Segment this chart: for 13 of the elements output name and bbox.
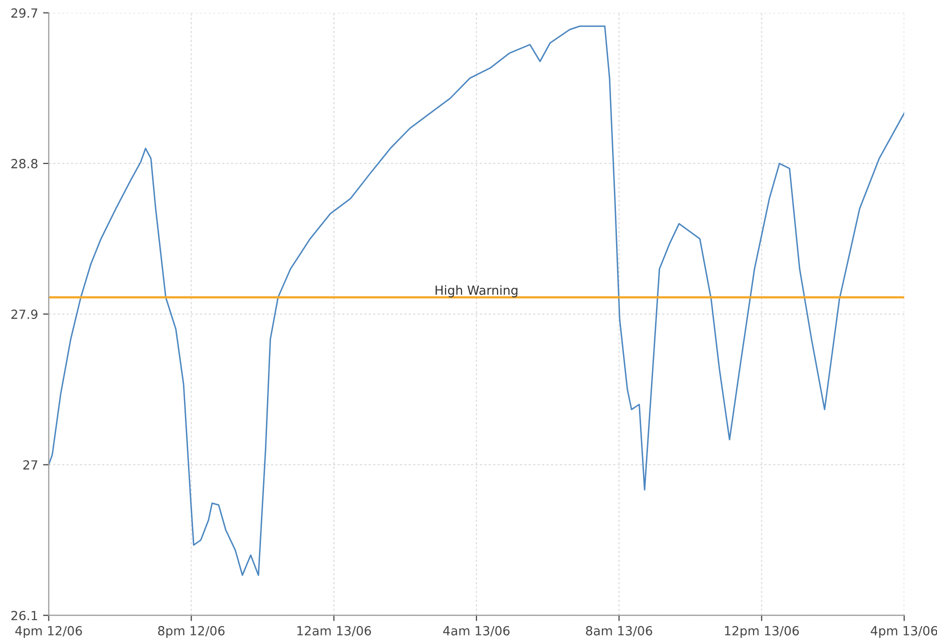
x-tick-label: 8am 13/06 — [586, 626, 652, 636]
y-tick-label: 27 — [23, 460, 38, 470]
x-tick-label: 4pm 13/06 — [870, 626, 937, 638]
x-tick-label: 12am 13/06 — [297, 626, 371, 636]
x-tick-label: 4am 13/06 — [443, 626, 510, 636]
y-tick-label: 29.7 — [11, 8, 38, 18]
ref-line-label: High Warning — [436, 285, 518, 298]
y-tick-label: 26.1 — [11, 610, 38, 620]
y-tick-label: 27.9 — [11, 310, 38, 320]
x-tick-label: 12pm 13/06 — [724, 626, 799, 638]
x-tick-label: 4pm 12/06 — [15, 626, 82, 638]
y-tick-label: 28.8 — [11, 158, 38, 168]
x-tick-label: 8pm 12/06 — [158, 626, 225, 638]
